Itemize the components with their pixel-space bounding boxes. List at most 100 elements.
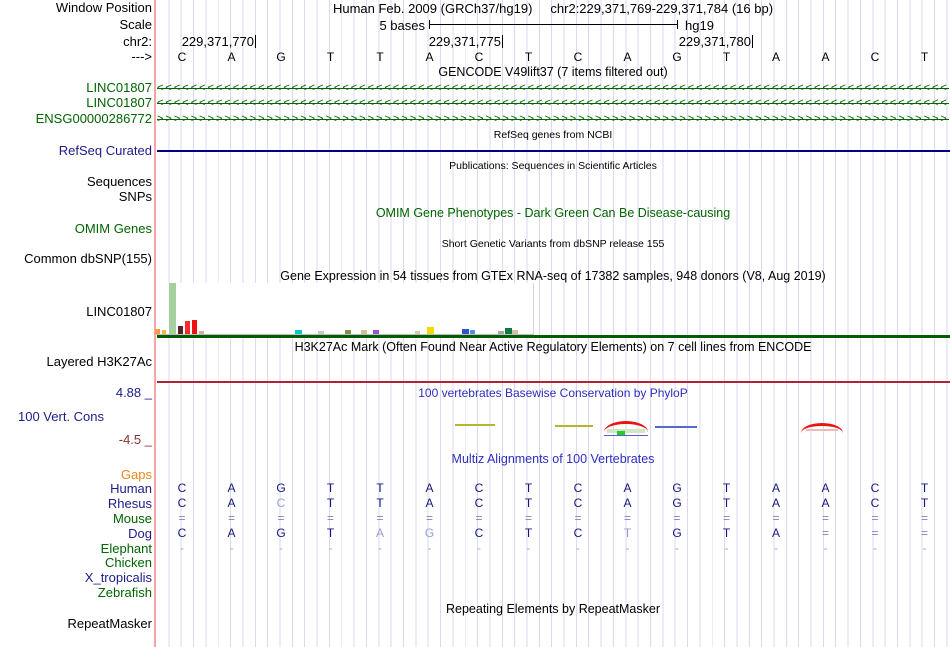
track-label-4-5[interactable]: -4.5 _ bbox=[118, 432, 152, 447]
track-label-sequences[interactable]: Sequences bbox=[86, 174, 152, 189]
align-rhesus-base-5: A bbox=[425, 496, 434, 510]
track-title-gene-expression-in-54-tissues-fr[interactable]: Gene Expression in 54 tissues from GTEx … bbox=[280, 269, 826, 283]
gene-line-linc01807-transcript-1 bbox=[157, 88, 949, 89]
align-rhesus-base-9: A bbox=[623, 496, 632, 510]
track-label-omim-genes[interactable]: OMIM Genes bbox=[74, 221, 152, 236]
track-label-scale[interactable]: Scale bbox=[119, 17, 152, 32]
track-label-refseq-curated[interactable]: RefSeq Curated bbox=[58, 143, 152, 158]
track-label-4-88[interactable]: 4.88 _ bbox=[115, 385, 152, 400]
scale-bar-line bbox=[430, 24, 677, 25]
track-label-gaps[interactable]: Gaps bbox=[120, 467, 152, 482]
track-label-dog[interactable]: Dog bbox=[128, 526, 152, 541]
track-title-omim-gene-phenotypes-dark-green-[interactable]: OMIM Gene Phenotypes - Dark Green Can Be… bbox=[375, 206, 731, 220]
track-title-refseq-genes-from-ncbi[interactable]: RefSeq genes from NCBI bbox=[493, 129, 613, 141]
track-title-publications-sequences-in-scient[interactable]: Publications: Sequences in Scientific Ar… bbox=[449, 160, 657, 172]
gene-strand-arrows-ensg00000286772[interactable]: >>>>>>>>>>>>>>>>>>>>>>>>>>>>>>>>>>>>>>>>… bbox=[157, 113, 949, 125]
align-mouse-base-15: = bbox=[920, 511, 928, 525]
track-label-chicken[interactable]: Chicken bbox=[105, 555, 152, 570]
gtex-tissue-bar-7[interactable] bbox=[295, 330, 302, 334]
track-label-zebrafish[interactable]: Zebrafish bbox=[97, 585, 152, 600]
align-human-base-7: T bbox=[524, 481, 533, 495]
phylop-mark-8 bbox=[806, 429, 838, 431]
gene-line-ensg00000286772 bbox=[157, 119, 949, 120]
track-label-chr2[interactable]: chr2: bbox=[123, 34, 152, 49]
align-dog-base-12: A bbox=[771, 526, 780, 540]
align-human-base-15: T bbox=[920, 481, 929, 495]
gtex-tissue-bar-3[interactable] bbox=[178, 326, 183, 334]
track-line-refseq-curated-item[interactable] bbox=[157, 150, 950, 152]
track-label-human[interactable]: Human bbox=[110, 481, 152, 496]
label-separator-line bbox=[154, 0, 156, 647]
track-line-h3k27ac-baseline[interactable] bbox=[157, 381, 950, 383]
gtex-tissue-bar-9[interactable] bbox=[345, 330, 351, 334]
track-title-short-genetic-variants-from-dbsn[interactable]: Short Genetic Variants from dbSNP releas… bbox=[441, 238, 665, 250]
gtex-expression-plot-area[interactable] bbox=[156, 283, 534, 335]
track-label-common-dbsnp-155[interactable]: Common dbSNP(155) bbox=[24, 251, 152, 266]
ruler-base-8: C bbox=[573, 50, 583, 64]
gtex-tissue-bar-5[interactable] bbox=[192, 320, 197, 334]
gtex-tissue-bar-8[interactable] bbox=[318, 331, 324, 334]
gtex-tissue-bar-18[interactable] bbox=[512, 330, 518, 334]
track-label-100-vert-cons[interactable]: 100 Vert. Cons bbox=[18, 409, 104, 424]
align-human-base-11: T bbox=[722, 481, 731, 495]
track-label-ensg00000286772[interactable]: ENSG00000286772 bbox=[35, 111, 152, 126]
scale-bar bbox=[429, 20, 678, 29]
track-label-layered-h3k27ac[interactable]: Layered H3K27Ac bbox=[46, 354, 152, 369]
gtex-tissue-bar-13[interactable] bbox=[427, 327, 434, 334]
gtex-tissue-bar-4[interactable] bbox=[185, 321, 190, 334]
align-human-base-2: G bbox=[276, 481, 286, 495]
track-label-x[interactable]: ---> bbox=[131, 49, 152, 64]
gtex-tissue-bar-2[interactable] bbox=[169, 283, 176, 334]
align-mouse-base-13: = bbox=[821, 511, 829, 525]
ruler-base-7: T bbox=[524, 50, 533, 64]
gtex-tissue-bar-12[interactable] bbox=[415, 331, 420, 334]
track-title-repeating-elements-by-repeatmask[interactable]: Repeating Elements by RepeatMasker bbox=[445, 602, 660, 616]
align-mouse-base-14: = bbox=[871, 511, 879, 525]
align-elephant-base-7: - bbox=[526, 541, 531, 555]
align-rhesus-base-8: C bbox=[573, 496, 583, 510]
align-elephant-base-12: - bbox=[774, 541, 778, 555]
track-title-gencode-v49lift37-7-items-filter[interactable]: GENCODE V49lift37 (7 items filtered out) bbox=[438, 65, 668, 79]
align-dog-base-9: T bbox=[623, 526, 632, 540]
align-rhesus-base-13: A bbox=[821, 496, 830, 510]
gene-strand-arrows-linc01807-transcript-2[interactable]: <<<<<<<<<<<<<<<<<<<<<<<<<<<<<<<<<<<<<<<<… bbox=[157, 97, 949, 109]
align-dog-base-15: = bbox=[920, 526, 928, 540]
gtex-tissue-bar-14[interactable] bbox=[462, 329, 469, 334]
align-dog-base-2: G bbox=[276, 526, 286, 540]
track-line-gtex-gene-model[interactable] bbox=[157, 335, 950, 338]
track-label-repeatmasker[interactable]: RepeatMasker bbox=[67, 616, 152, 631]
align-human-base-14: C bbox=[870, 481, 880, 495]
track-label-window-position[interactable]: Window Position bbox=[55, 0, 152, 15]
align-elephant-base-5: - bbox=[427, 541, 432, 555]
gtex-tissue-bar-1[interactable] bbox=[162, 330, 166, 334]
gene-strand-arrows-linc01807-transcript-1[interactable]: <<<<<<<<<<<<<<<<<<<<<<<<<<<<<<<<<<<<<<<<… bbox=[157, 82, 949, 94]
track-label-linc01807[interactable]: LINC01807 bbox=[86, 95, 152, 110]
gtex-tissue-bar-0[interactable] bbox=[155, 329, 160, 334]
align-mouse-base-7: = bbox=[524, 511, 532, 525]
phylop-mark-2 bbox=[604, 421, 648, 432]
align-human-base-3: T bbox=[326, 481, 335, 495]
gtex-tissue-bar-15[interactable] bbox=[470, 330, 475, 334]
track-label-mouse[interactable]: Mouse bbox=[112, 511, 152, 526]
gtex-tissue-bar-16[interactable] bbox=[498, 331, 504, 334]
track-label-snps[interactable]: SNPs bbox=[118, 189, 152, 204]
align-human-base-10: G bbox=[672, 481, 682, 495]
track-title-100-vertebrates-basewise-conserv[interactable]: 100 vertebrates Basewise Conservation by… bbox=[418, 386, 688, 400]
gtex-tissue-bar-10[interactable] bbox=[361, 330, 367, 334]
align-mouse-base-10: = bbox=[673, 511, 681, 525]
phylop-mark-6 bbox=[655, 426, 697, 428]
ruler-base-0: C bbox=[177, 50, 187, 64]
track-title-multiz-alignments-of-100-vertebr[interactable]: Multiz Alignments of 100 Vertebrates bbox=[451, 452, 655, 466]
gtex-tissue-bar-11[interactable] bbox=[373, 330, 379, 334]
track-label-elephant[interactable]: Elephant bbox=[100, 541, 152, 556]
scale-value-label: 5 bases bbox=[379, 18, 425, 33]
coordinate-tick-1: 229,371,770 bbox=[150, 35, 256, 48]
track-label-x-tropicalis[interactable]: X_tropicalis bbox=[84, 570, 152, 585]
track-label-linc01807[interactable]: LINC01807 bbox=[86, 80, 152, 95]
align-elephant-base-1: - bbox=[229, 541, 234, 555]
gtex-tissue-bar-17[interactable] bbox=[505, 328, 512, 334]
track-label-linc01807[interactable]: LINC01807 bbox=[86, 304, 152, 319]
track-label-rhesus[interactable]: Rhesus bbox=[107, 496, 152, 511]
gtex-tissue-bar-6[interactable] bbox=[199, 331, 204, 334]
track-title-h3k27ac-mark-often-found-near-ac[interactable]: H3K27Ac Mark (Often Found Near Active Re… bbox=[294, 340, 812, 354]
